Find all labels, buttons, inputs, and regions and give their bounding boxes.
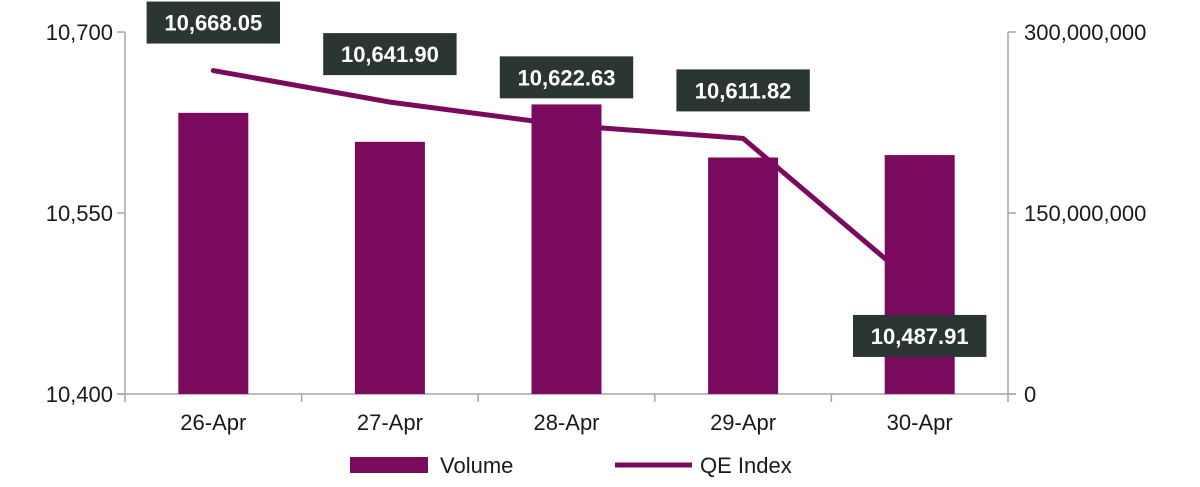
data-label-box	[676, 69, 810, 112]
qe-index-line	[210, 68, 923, 291]
legend-volume-swatch	[350, 457, 428, 473]
volume-bar	[178, 112, 249, 394]
qe-index-line-group	[210, 68, 923, 291]
data-label-box	[146, 1, 280, 44]
right-tick-label: 150,000,000	[1024, 201, 1146, 226]
data-label-box	[499, 56, 634, 99]
right-tick-label: 0	[1024, 382, 1036, 407]
left-tick-label: 10,700	[46, 20, 113, 45]
data-label: 10,487.91	[871, 324, 969, 349]
data-label: 10,641.90	[341, 42, 439, 67]
data-labels: 10,668.05 10,641.90 10,622.63 10,611.82 10,4…	[146, 1, 987, 357]
legend-volume-label: Volume	[440, 453, 513, 478]
volume-bars	[178, 104, 955, 395]
data-label-box	[323, 33, 457, 76]
volume-bar	[884, 155, 955, 394]
legend-qe-index-label: QE Index	[700, 453, 792, 478]
volume-bar	[531, 104, 602, 395]
right-tick-label: 300,000,000	[1024, 20, 1146, 45]
data-label: 10,668.05	[164, 11, 262, 36]
legend: Volume QE Index	[350, 453, 792, 478]
volume-bar	[354, 141, 425, 394]
x-tick-label: 30-Apr	[887, 410, 953, 435]
x-tick-label: 27-Apr	[357, 410, 423, 435]
volume-bar	[708, 157, 779, 394]
axes: 10,400 10,550 10,700 0 150,000,000 300,000,00…	[46, 20, 1147, 435]
left-tick-label: 10,400	[46, 382, 113, 407]
data-label: 10,622.63	[518, 65, 616, 90]
x-tick-label: 29-Apr	[710, 410, 776, 435]
data-label: 10,611.82	[695, 78, 792, 103]
left-tick-label: 10,550	[46, 201, 113, 226]
data-label-box	[853, 314, 987, 357]
x-tick-label: 26-Apr	[180, 410, 246, 435]
x-tick-label: 28-Apr	[533, 410, 599, 435]
